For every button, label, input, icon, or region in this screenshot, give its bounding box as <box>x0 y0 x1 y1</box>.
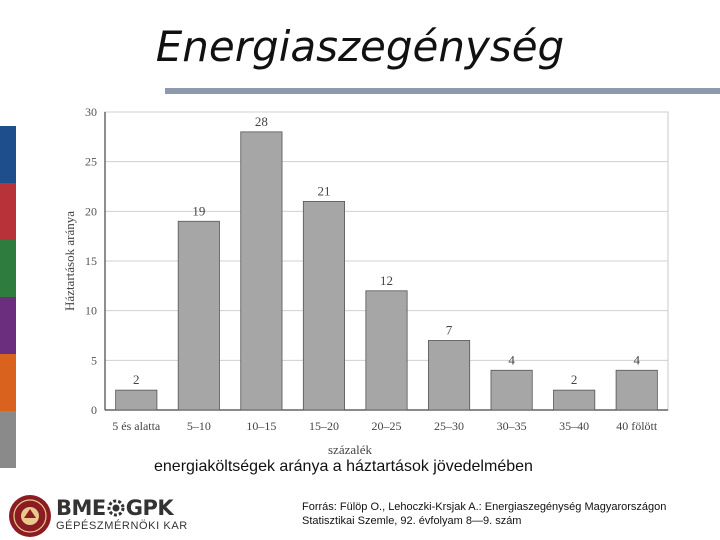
bar <box>177 220 220 411</box>
source-line-2: Statisztikai Szemle, 92. évfolyam 8—9. s… <box>302 515 522 527</box>
faculty-brand: BME GPK GÉPÉSZMÉRNÖKI KAR <box>56 496 196 536</box>
x-tick-label: 5–10 <box>187 419 211 433</box>
data-label: 21 <box>317 183 330 198</box>
y-tick-label: 15 <box>85 254 97 268</box>
brand-name-right: GPK <box>125 496 174 520</box>
data-label: 7 <box>446 322 453 337</box>
stripe-3 <box>0 240 16 297</box>
x-tick-label: 10–15 <box>246 419 276 433</box>
chart-caption: energiaköltségek aránya a háztartások jö… <box>154 458 533 475</box>
data-label: 2 <box>571 372 578 387</box>
bar <box>490 369 533 411</box>
chart-canvas: 0 5 10 15 20 25 30 2 5 és alatta 19 5–10 28 10–15 21 1… <box>62 105 669 457</box>
brand-wordmark: BME GPK <box>56 496 174 520</box>
x-tick-label: 5 és alatta <box>112 419 161 433</box>
stripe-4 <box>0 297 16 354</box>
bar <box>365 290 408 411</box>
university-seal-icon <box>9 495 51 537</box>
x-tick-label: 20–25 <box>372 419 402 433</box>
brand-name-left: BME <box>56 496 106 520</box>
x-axis-title: százalék <box>328 442 373 457</box>
data-label: 19 <box>192 203 205 218</box>
x-tick-label: 30–35 <box>497 419 527 433</box>
y-axis-title: Háztartások aránya <box>62 211 77 311</box>
stripe-5 <box>0 354 16 411</box>
y-tick-label: 25 <box>85 155 97 169</box>
x-tick-label: 35–40 <box>559 419 589 433</box>
stripe-6 <box>0 411 16 468</box>
data-label: 4 <box>508 352 515 367</box>
bar <box>428 340 471 411</box>
side-color-stripes <box>0 126 16 468</box>
y-tick-label: 5 <box>91 353 97 367</box>
data-label: 2 <box>133 372 140 387</box>
brand-subtitle: GÉPÉSZMÉRNÖKI KAR <box>56 520 188 532</box>
x-tick-label: 25–30 <box>434 419 464 433</box>
x-tick-label: 15–20 <box>309 419 339 433</box>
gear-icon <box>107 498 125 517</box>
data-label: 4 <box>633 352 640 367</box>
x-tick-label: 40 fölött <box>616 419 658 433</box>
bar <box>553 389 596 411</box>
y-tick-label: 0 <box>91 403 97 417</box>
bar <box>115 389 158 411</box>
bar-chart: 0 5 10 15 20 25 30 2 5 és alatta 19 5–10 28 10–15 21 1… <box>60 100 680 460</box>
title-divider <box>165 88 720 94</box>
y-tick-label: 30 <box>85 105 97 119</box>
slide-title: Energiaszegénység <box>155 22 565 71</box>
y-tick-label: 20 <box>85 204 97 218</box>
bar <box>302 201 345 411</box>
source-citation: Forrás: Fülöp O., Lehoczki-Krsjak A.: En… <box>302 500 718 528</box>
source-line-1: Forrás: Fülöp O., Lehoczki-Krsjak A.: En… <box>302 501 667 513</box>
data-label: 12 <box>380 273 393 288</box>
y-tick-label: 10 <box>85 304 97 318</box>
stripe-1 <box>0 126 16 183</box>
bar <box>615 369 658 411</box>
bar <box>240 131 283 411</box>
stripe-2 <box>0 183 16 240</box>
data-label: 28 <box>255 114 268 129</box>
